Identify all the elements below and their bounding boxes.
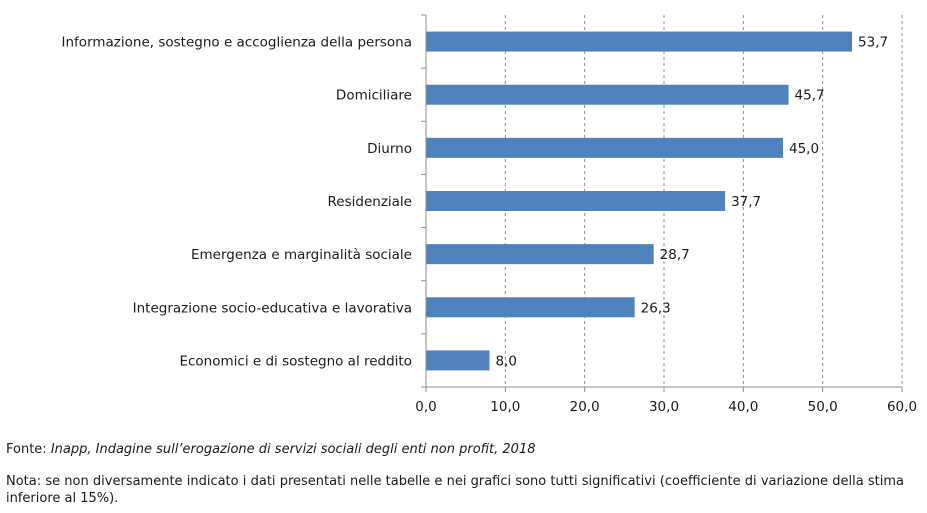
data-label: 26,3 xyxy=(641,300,671,316)
data-label: 45,0 xyxy=(789,141,819,157)
category-label: Emergenza e marginalità sociale xyxy=(191,247,412,263)
x-tick-label: 60,0 xyxy=(887,399,917,415)
bar xyxy=(426,137,783,158)
x-tick-label: 30,0 xyxy=(649,399,679,415)
bar xyxy=(426,84,789,105)
source-text: Fonte: Inapp, Indagine sull’erogazione d… xyxy=(6,441,906,458)
bar xyxy=(426,31,853,52)
bar xyxy=(426,297,635,318)
data-label: 45,7 xyxy=(795,88,825,104)
data-label: 8,0 xyxy=(495,353,516,369)
note-text: Nota: se non diversamente indicato i dat… xyxy=(6,474,904,506)
source-body: Inapp, Indagine sull’erogazione di servi… xyxy=(50,442,536,457)
data-label: 37,7 xyxy=(731,194,761,210)
bar xyxy=(426,350,490,371)
data-label: 53,7 xyxy=(858,35,888,51)
x-tick-label: 40,0 xyxy=(728,399,758,415)
category-label: Domiciliare xyxy=(336,88,412,104)
bars: 53,7 45,7 45,0 37,7 28,7 26,3 8,0 xyxy=(426,31,888,371)
category-label: Residenziale xyxy=(328,194,412,210)
x-tick-label: 10,0 xyxy=(490,399,520,415)
x-tick-label: 20,0 xyxy=(570,399,600,415)
axes: Informazione, sostegno e accoglienza del… xyxy=(62,14,917,415)
category-label: Economici e di sostegno al reddito xyxy=(179,353,412,369)
x-tick-label: 50,0 xyxy=(808,399,838,415)
bar-chart: 53,7 45,7 45,0 37,7 28,7 26,3 8,0 Informazione… xyxy=(62,14,917,415)
category-label: Integrazione socio-educativa e lavorativ… xyxy=(133,300,412,316)
category-label: Diurno xyxy=(367,141,412,157)
source-lead: Fonte: xyxy=(6,442,51,457)
x-tick-label: 0,0 xyxy=(415,399,436,415)
category-label: Informazione, sostegno e accoglienza del… xyxy=(62,35,412,51)
bar xyxy=(426,244,654,265)
data-label: 28,7 xyxy=(660,247,690,263)
bar xyxy=(426,191,726,211)
